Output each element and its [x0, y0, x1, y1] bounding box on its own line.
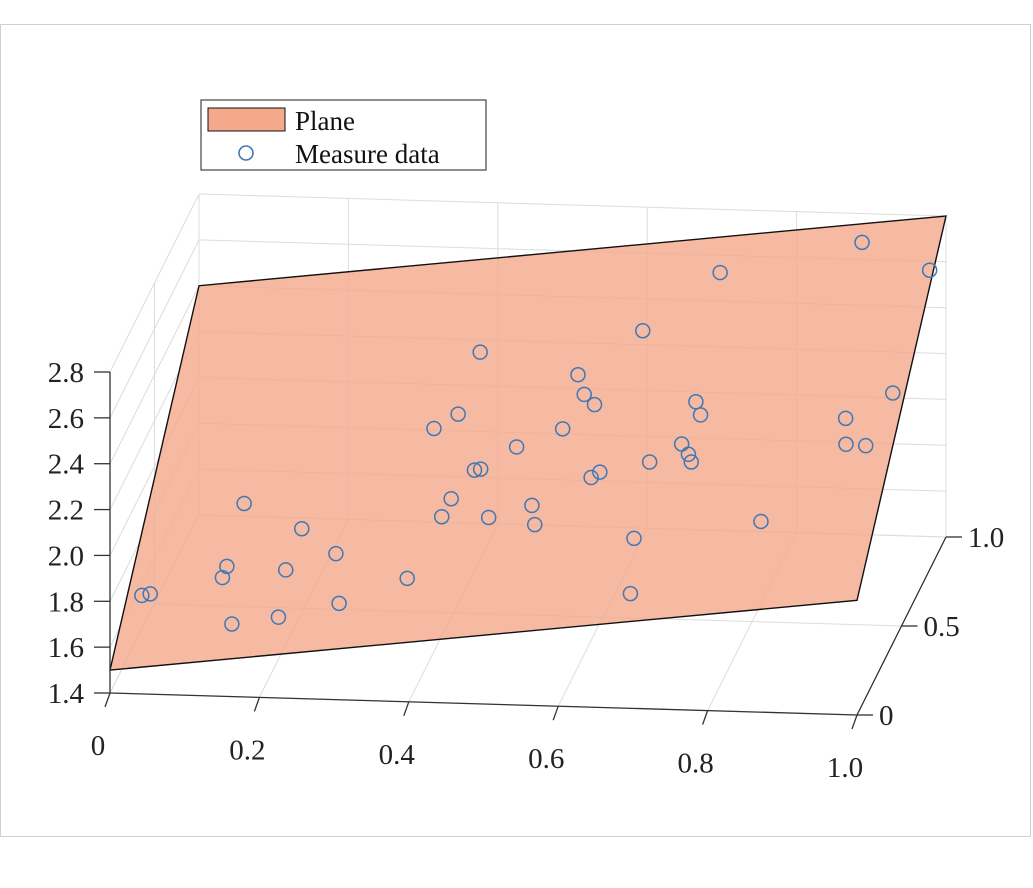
data-point [838, 436, 854, 453]
x-tick [851, 714, 858, 730]
axes-layer: 0 0.2 0.4 0.6 0.8 1.0 0 0.5 1.0 1.4 1.6 1.8 2.0 2.2 2.… [48, 357, 1005, 784]
legend: Plane Measure data [200, 99, 487, 171]
data-point [236, 495, 252, 512]
data-point [753, 513, 769, 530]
data-point [466, 462, 483, 478]
data-point [857, 437, 874, 454]
x-tick [403, 701, 410, 717]
z-tick-label: 2.4 [48, 449, 85, 481]
plane-surface [109, 215, 947, 671]
data-point [921, 262, 938, 279]
data-point [450, 406, 466, 422]
data-point [278, 562, 294, 578]
data-point [480, 509, 497, 526]
x-tick-label: 0.4 [379, 739, 416, 771]
data-point [837, 410, 854, 427]
data-point [854, 234, 870, 251]
data-point [885, 385, 901, 401]
data-point [508, 439, 525, 455]
data-point [592, 464, 608, 480]
legend-measure-marker [238, 145, 254, 161]
y-tick-label: 0.5 [924, 611, 960, 643]
data-point [142, 586, 158, 602]
x-tick-label: 1.0 [827, 752, 863, 784]
plane-layer [109, 215, 947, 671]
data-point [583, 469, 599, 486]
data-point [443, 490, 459, 507]
data-point [433, 508, 450, 525]
x-tick-label: 0.2 [229, 734, 265, 766]
x-tick [552, 705, 559, 721]
data-point [673, 436, 690, 452]
z-tick-label: 2.2 [48, 495, 84, 527]
data-point [576, 386, 592, 403]
x-tick-label: 0.8 [677, 748, 713, 780]
data-point [134, 587, 150, 604]
y-tick-label: 0 [879, 700, 894, 732]
x-tick-label: 0.6 [528, 743, 564, 775]
z-tick-label: 2.0 [48, 540, 84, 572]
data-point [688, 394, 704, 410]
data-point [219, 558, 235, 575]
data-point [399, 570, 415, 587]
data-point [270, 609, 287, 625]
data-point [426, 420, 442, 437]
data-point [328, 545, 344, 562]
z-tick-label: 1.4 [48, 678, 85, 710]
legend-plane-swatch [207, 107, 286, 132]
data-point [641, 454, 658, 470]
data-point [294, 520, 310, 537]
data-point [586, 396, 603, 413]
data-point [570, 367, 586, 383]
data-point [472, 461, 489, 477]
data-point [224, 616, 240, 632]
z-tick-label: 1.6 [48, 632, 84, 664]
legend-plane-label: Plane [295, 106, 355, 136]
z-tick-label: 1.8 [48, 586, 84, 618]
data-point [331, 595, 347, 612]
x-tick [104, 692, 111, 708]
data-points-layer [134, 234, 938, 632]
data-point [635, 322, 651, 339]
x-tick [701, 710, 709, 725]
y-tick-label: 1.0 [968, 522, 1004, 554]
data-point [472, 344, 488, 360]
x-tick-label: 0 [91, 730, 106, 762]
x-axis-line [109, 692, 858, 716]
z-tick-label: 2.6 [48, 403, 84, 435]
data-point [554, 421, 571, 437]
data-point [214, 569, 231, 586]
data-point [712, 264, 728, 281]
grid-line-back-z [198, 193, 947, 217]
x-tick [253, 697, 261, 712]
data-point [683, 454, 700, 470]
data-point [526, 516, 543, 533]
data-point [524, 497, 540, 514]
z-tick-label: 2.8 [48, 357, 84, 389]
data-point [622, 585, 639, 602]
legend-measure-label: Measure data [295, 139, 440, 169]
data-point [626, 530, 642, 547]
